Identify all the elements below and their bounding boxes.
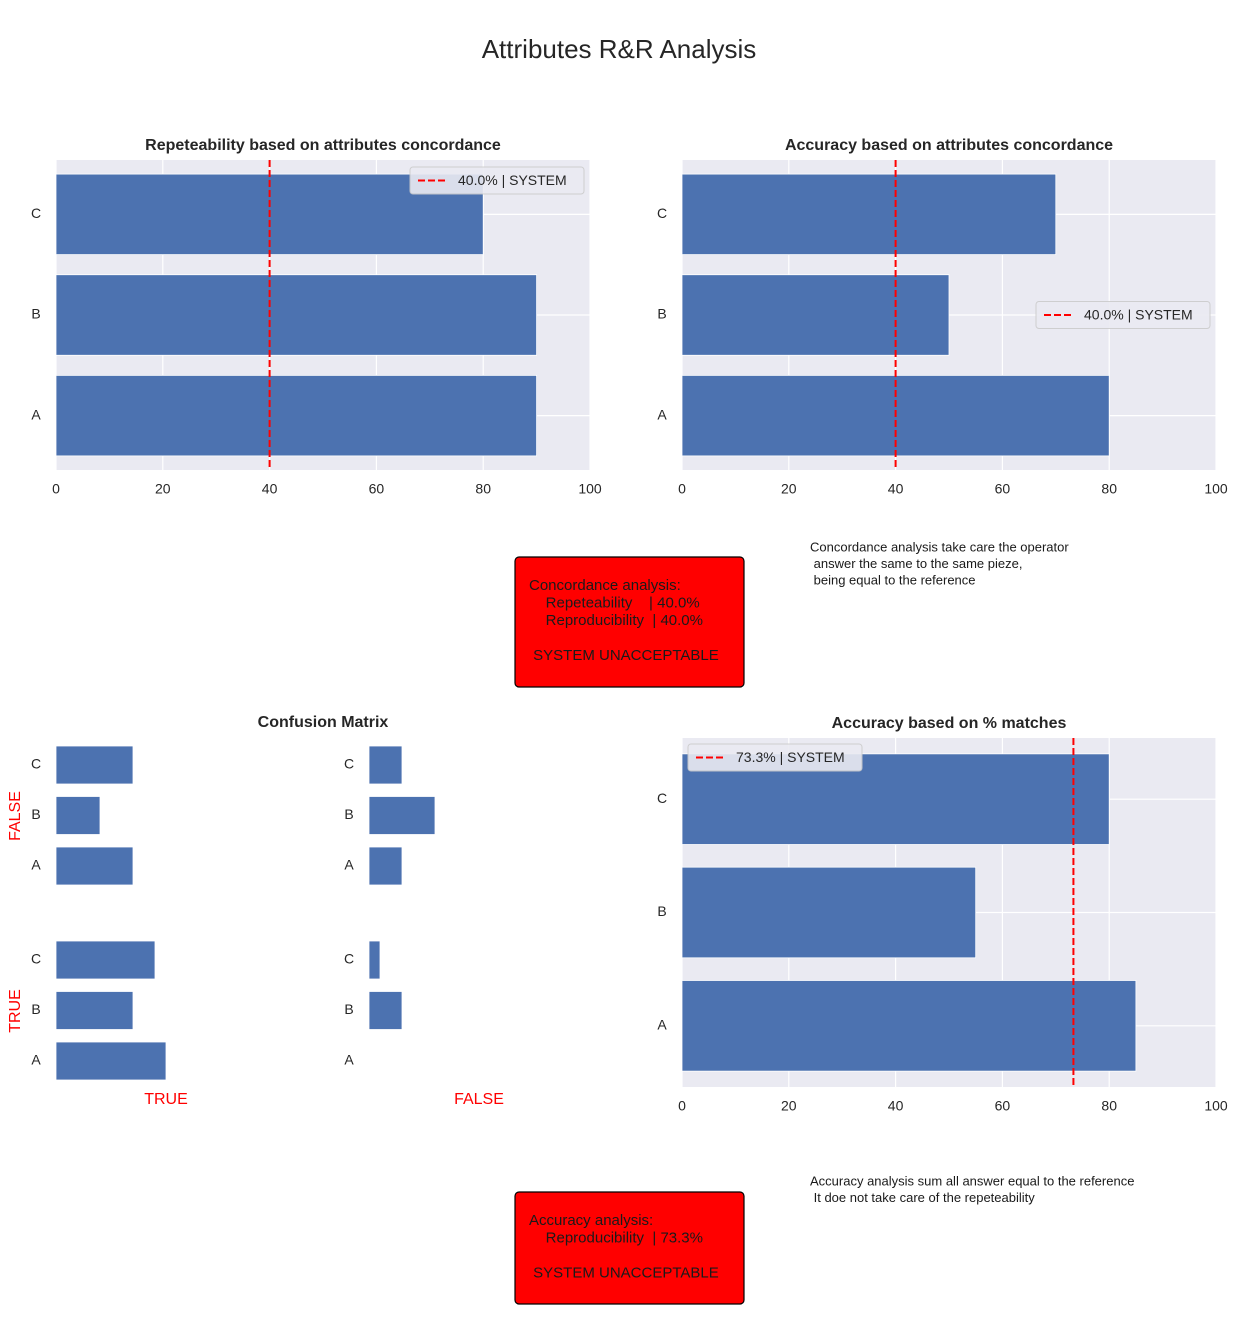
summary-line: Concordance analysis: [529,577,681,594]
x-tick-label: 40 [888,1098,904,1114]
bar [681,173,1057,256]
y-tick-label: B [31,1001,40,1017]
summary-line: Accuracy analysis: [529,1212,653,1229]
note-line: Concordance analysis take care the opera… [810,539,1069,554]
x-tick-label: 0 [52,481,60,497]
y-tick-label: A [657,406,667,422]
y-tick-label: C [344,756,354,772]
summary-line: Reproducibility | 40.0% [529,612,703,629]
column-label: FALSE [454,1091,504,1108]
y-tick-label: B [344,1001,353,1017]
legend-box [1035,301,1211,329]
summary-line: SYSTEM UNACCEPTABLE [529,1264,719,1281]
x-tick-label: 100 [1204,481,1228,497]
note-line: being equal to the reference [810,572,976,587]
legend-label: 73.3% | SYSTEM [736,749,845,765]
chart-title: Accuracy based on % matches [832,715,1067,732]
summary-box [514,1191,745,1305]
x-tick-label: 20 [781,1098,797,1114]
chart-title: Repeteability based on attributes concor… [145,137,501,154]
bar [55,1041,167,1081]
chart-title: Accuracy based on attributes concordance [785,137,1113,154]
bar [368,796,436,835]
x-tick-label: 40 [262,481,278,497]
y-tick-label: A [344,857,354,873]
y-tick-label: A [31,1052,41,1068]
legend-box [409,166,585,195]
bar [55,796,101,835]
bar [681,274,950,356]
x-tick-label: 0 [678,1098,686,1114]
x-tick-label: 100 [1204,1098,1228,1114]
y-tick-label: A [31,857,41,873]
bar [681,980,1137,1072]
x-tick-label: 80 [475,481,491,497]
y-tick-label: B [31,806,40,822]
x-tick-label: 60 [995,1098,1011,1114]
y-tick-label: C [344,951,354,967]
bar [368,991,403,1030]
row-label: TRUE [7,989,24,1033]
x-tick-label: 0 [678,481,686,497]
y-tick-label: A [344,1052,354,1068]
summary-line: SYSTEM UNACCEPTABLE [529,647,719,664]
bar [368,745,403,785]
bar [55,745,134,785]
summary-box [514,556,745,688]
y-tick-label: A [657,1017,667,1033]
y-tick-label: B [657,306,666,322]
y-tick-label: B [657,903,666,919]
bar [55,846,134,886]
x-tick-label: 80 [1101,481,1117,497]
x-tick-label: 20 [781,481,797,497]
summary-line: Repeteability | 40.0% [529,594,700,611]
legend-label: 40.0% | SYSTEM [458,172,567,188]
bar [55,991,134,1030]
chart-title: Confusion Matrix [258,714,389,731]
y-tick-label: C [31,205,41,221]
legend-box [687,743,863,772]
y-tick-label: A [31,406,41,422]
x-tick-label: 20 [155,481,171,497]
y-tick-label: C [31,756,41,772]
y-tick-label: B [344,806,353,822]
y-tick-label: C [657,205,667,221]
column-label: TRUE [144,1091,188,1108]
x-tick-label: 40 [888,481,904,497]
row-label: FALSE [7,791,24,841]
x-tick-label: 80 [1101,1098,1117,1114]
summary-line: Reproducibility | 73.3% [529,1229,703,1246]
note-line: It doe not take care of the repeteabilit… [810,1190,1035,1205]
note-line: Accuracy analysis sum all answer equal t… [810,1173,1134,1188]
x-tick-label: 60 [369,481,385,497]
y-tick-label: C [657,790,667,806]
y-tick-label: B [31,306,40,322]
x-tick-label: 100 [578,481,602,497]
bar [681,866,977,959]
y-tick-label: C [31,951,41,967]
bar [368,940,381,980]
note-line: answer the same to the same pieze, [810,556,1022,571]
bar [55,940,156,980]
legend-label: 40.0% | SYSTEM [1084,307,1193,323]
bar [368,846,403,886]
x-tick-label: 60 [995,481,1011,497]
bar [55,374,538,457]
bar [55,274,538,356]
figure-title: Attributes R&R Analysis [482,34,757,64]
